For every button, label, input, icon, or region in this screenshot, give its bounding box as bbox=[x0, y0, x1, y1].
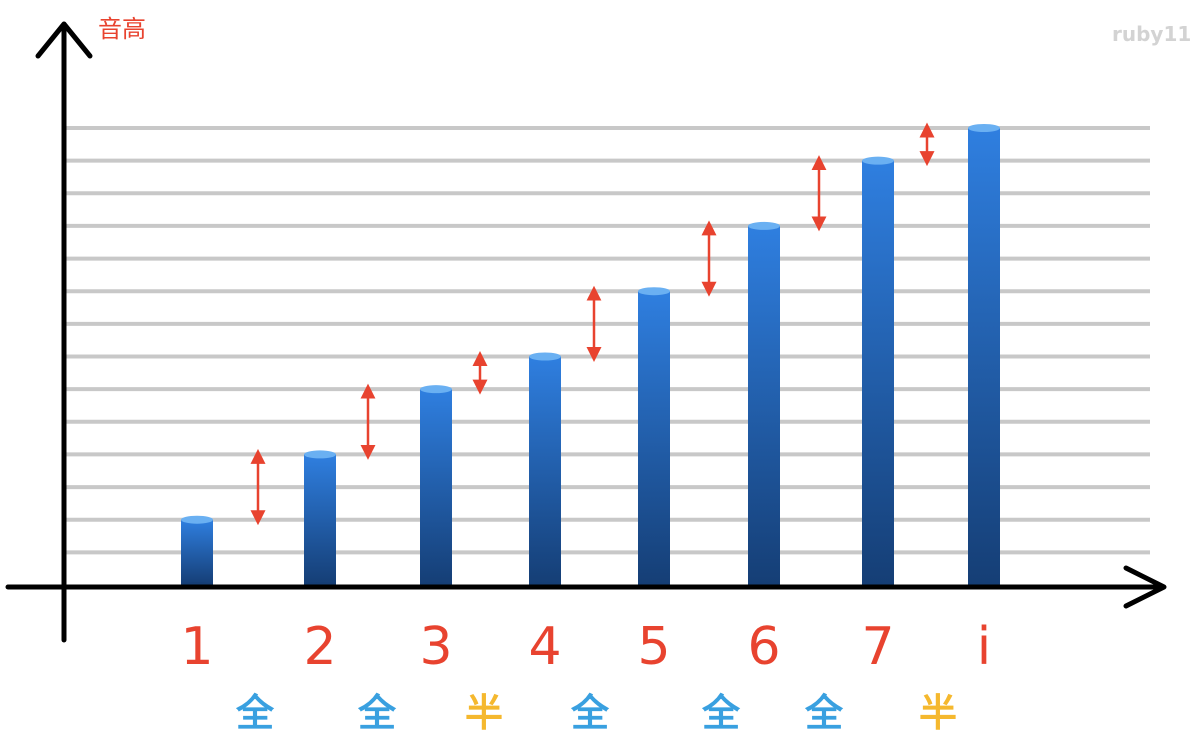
bar-1 bbox=[181, 515, 213, 588]
bar-cap bbox=[304, 450, 336, 459]
step-label: 全 bbox=[357, 691, 397, 735]
watermark: ruby11 bbox=[1112, 22, 1192, 46]
bar-body bbox=[529, 356, 561, 585]
bar-body bbox=[862, 160, 894, 585]
step-label: 全 bbox=[570, 691, 610, 735]
bar-6 bbox=[748, 221, 780, 588]
x-tick-labels: 1 2 3 4 5 6 7 i bbox=[180, 617, 991, 677]
bar-cap bbox=[529, 352, 561, 361]
bar-body bbox=[968, 128, 1000, 585]
bar-cap bbox=[638, 287, 670, 296]
x-tick-label: 4 bbox=[528, 617, 561, 677]
x-tick-label: 6 bbox=[747, 617, 780, 677]
bar-body bbox=[638, 291, 670, 585]
bar-3 bbox=[420, 385, 452, 588]
step-arrows bbox=[250, 122, 935, 526]
bar-body bbox=[304, 454, 336, 585]
y-axis-arrow-icon bbox=[35, 21, 93, 59]
bar-cap bbox=[748, 221, 780, 230]
x-tick-label: 1 bbox=[180, 617, 213, 677]
axes: 音高 bbox=[5, 15, 1167, 643]
x-tick-label: 7 bbox=[861, 617, 894, 677]
step-label: 半 bbox=[919, 691, 957, 735]
bar-body bbox=[181, 519, 213, 585]
step-label: 全 bbox=[235, 691, 275, 735]
x-tick-label: 5 bbox=[637, 617, 670, 677]
bar-body bbox=[748, 225, 780, 585]
x-tick-label: i bbox=[977, 617, 991, 677]
bar-4 bbox=[529, 352, 561, 588]
bar-7 bbox=[862, 156, 894, 588]
bar-cap bbox=[420, 385, 452, 394]
bars bbox=[181, 124, 1000, 588]
x-axis-arrow-icon bbox=[1123, 565, 1167, 609]
bar-i bbox=[968, 124, 1000, 588]
bar-2 bbox=[304, 450, 336, 588]
bar-cap bbox=[968, 124, 1000, 132]
step-labels: 全全半全全全半 bbox=[235, 691, 957, 735]
x-tick-label: 3 bbox=[419, 617, 452, 677]
step-label: 半 bbox=[465, 691, 503, 735]
step-label: 全 bbox=[804, 691, 844, 735]
bar-cap bbox=[862, 156, 894, 165]
step-label: 全 bbox=[701, 691, 741, 735]
bar-5 bbox=[638, 287, 670, 588]
y-axis-label: 音高 bbox=[98, 15, 146, 43]
bar-body bbox=[420, 389, 452, 585]
x-tick-label: 2 bbox=[303, 617, 336, 677]
bar-cap bbox=[181, 515, 213, 524]
